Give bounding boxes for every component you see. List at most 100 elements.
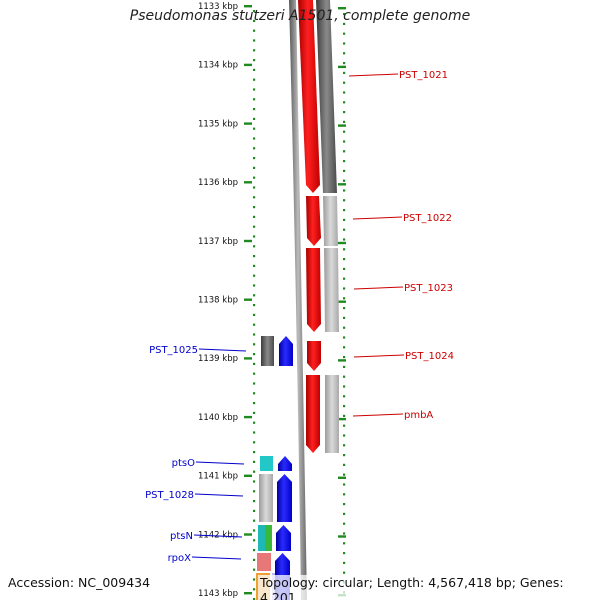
ruler-tick xyxy=(244,474,252,477)
tick-dot xyxy=(343,356,346,359)
tick-dot xyxy=(343,160,346,163)
tick-dot xyxy=(343,218,346,221)
tick-dot xyxy=(253,392,256,395)
tick-dot xyxy=(253,500,256,503)
ruler-label: 1139 kbp xyxy=(198,354,238,364)
gene-label-leader xyxy=(193,534,243,538)
ruler-tick xyxy=(244,63,252,67)
ruler-tick xyxy=(244,592,252,595)
gene-block-reverse xyxy=(278,456,292,471)
tick-dot xyxy=(343,248,346,251)
tick-dot xyxy=(343,277,346,280)
tick-dot xyxy=(343,307,346,310)
gene-label-leader xyxy=(194,493,244,497)
gene-shade-forward xyxy=(316,0,337,193)
ruler-tick xyxy=(338,535,346,538)
tick-dot xyxy=(343,267,346,270)
tick-dot xyxy=(343,571,346,574)
ruler-tick xyxy=(338,65,346,69)
tick-dot xyxy=(253,578,256,581)
tick-dot xyxy=(253,225,256,228)
tick-dot xyxy=(343,228,346,231)
gene-shade-reverse xyxy=(257,553,271,571)
tick-dot xyxy=(343,199,346,202)
tick-dot xyxy=(343,62,346,65)
tick-dot xyxy=(253,176,256,179)
tick-dot xyxy=(343,13,346,16)
tick-dot xyxy=(253,421,256,424)
gene-shade-reverse xyxy=(259,474,273,522)
tick-dot xyxy=(253,117,256,120)
tick-dot xyxy=(253,402,256,405)
tick-dot xyxy=(253,313,256,316)
gene-shade-reverse xyxy=(260,456,273,471)
ruler-label: 1133 kbp xyxy=(198,2,238,12)
tick-dot xyxy=(343,238,346,241)
tick-dot xyxy=(253,490,256,493)
tick-dot xyxy=(343,552,346,555)
gene-label-reverse: ptsO xyxy=(172,458,195,469)
gene-block-reverse xyxy=(276,525,291,551)
tick-dot xyxy=(253,519,256,522)
gene-block-reverse xyxy=(279,336,293,366)
tick-dot xyxy=(343,32,346,35)
tick-dot xyxy=(253,372,256,375)
tick-dot xyxy=(343,473,346,476)
backbone-strand xyxy=(289,0,307,600)
tick-dot xyxy=(253,451,256,454)
gene-shade-reverse xyxy=(265,525,272,551)
tick-dot xyxy=(343,395,346,398)
tick-dot xyxy=(253,480,256,483)
tick-dots xyxy=(253,10,346,600)
gene-shade-reverse xyxy=(258,525,265,551)
tick-dot xyxy=(253,98,256,101)
gene-label-forward: PST_1024 xyxy=(405,351,454,362)
tick-dot xyxy=(253,29,256,32)
tick-dot xyxy=(253,59,256,62)
tick-dot xyxy=(343,150,346,153)
tick-dot xyxy=(253,509,256,512)
tick-dot xyxy=(253,460,256,463)
tick-dot xyxy=(343,336,346,339)
gene-block-forward xyxy=(306,375,320,453)
gene-label-leader xyxy=(198,348,247,352)
tick-dot xyxy=(343,120,346,123)
ruler-label: 1138 kbp xyxy=(198,296,238,306)
tick-dot xyxy=(253,274,256,277)
tick-dot xyxy=(343,434,346,437)
tick-dot xyxy=(253,108,256,111)
tick-dot xyxy=(343,561,346,564)
tick-dot xyxy=(253,235,256,238)
tick-dot xyxy=(253,353,256,356)
ruler-tick xyxy=(244,298,252,301)
tick-dot xyxy=(343,71,346,74)
gene-shade-forward xyxy=(323,196,338,246)
tick-dot xyxy=(253,470,256,473)
ruler-tick xyxy=(338,124,346,127)
gene-block-forward xyxy=(307,341,321,371)
ruler-tick xyxy=(338,476,346,479)
tick-dot xyxy=(253,529,256,532)
tick-dot xyxy=(343,424,346,427)
tick-dot xyxy=(253,382,256,385)
tick-dot xyxy=(253,78,256,81)
ruler-tick xyxy=(338,241,346,245)
tick-dot xyxy=(343,365,346,368)
tick-dot xyxy=(343,22,346,25)
gene-label-reverse: rpoX xyxy=(168,553,192,564)
gene-label-forward: pmbA xyxy=(404,410,433,421)
tick-dot xyxy=(253,568,256,571)
tick-dot xyxy=(253,19,256,22)
tick-dot xyxy=(343,444,346,447)
tick-dot xyxy=(253,343,256,346)
gene-shade-forward xyxy=(324,248,339,332)
gene-label-leader xyxy=(353,354,405,358)
tick-dot xyxy=(343,42,346,45)
tick-dot xyxy=(253,362,256,365)
tick-dot xyxy=(343,130,346,133)
tick-dot xyxy=(343,81,346,84)
ruler-label: 1140 kbp xyxy=(198,413,238,423)
topology-text: Topology: circular; Length: 4,567,418 bp… xyxy=(258,575,600,600)
tick-dot xyxy=(343,463,346,466)
